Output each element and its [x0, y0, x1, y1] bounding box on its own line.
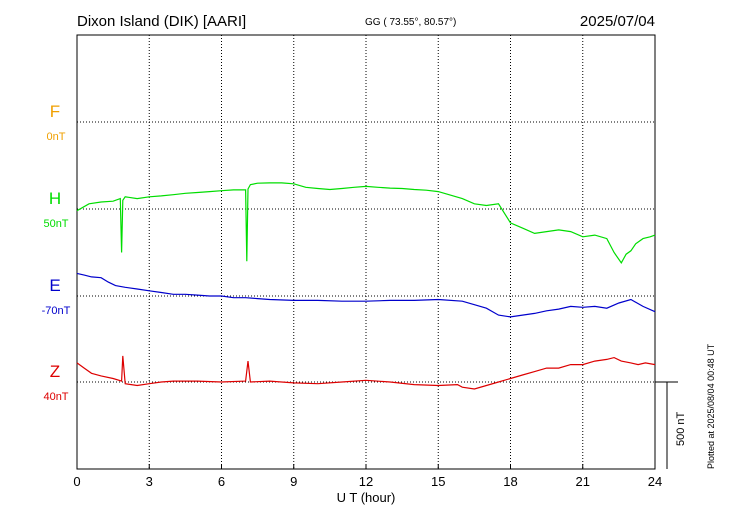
channel-label-E: E [49, 276, 60, 295]
x-axis-label: U T (hour) [337, 490, 396, 505]
channel-label-H: H [49, 189, 61, 208]
x-tick-label: 24 [648, 474, 662, 489]
grid [77, 35, 655, 469]
x-tick-label: 12 [359, 474, 373, 489]
channel-labels: F 0nT H 50nT E -70nT Z 40nT [42, 102, 71, 403]
series-line-H [76, 182, 656, 265]
scale-bar: 500 nT [655, 381, 687, 469]
station-title: Dixon Island (DIK) [AARI] [77, 13, 246, 30]
x-tick-label: 3 [146, 474, 153, 489]
x-tick-label: 0 [73, 474, 80, 489]
x-tick-label: 21 [576, 474, 590, 489]
channel-offset-E: -70nT [42, 305, 71, 317]
x-tick-label: 6 [218, 474, 225, 489]
series-line-E [76, 272, 656, 318]
channel-offset-F: 0nT [47, 131, 66, 143]
channel-offset-H: 50nT [43, 218, 68, 230]
x-axis-ticks: 0 3 6 9 12 15 18 21 24 [73, 464, 662, 489]
station-coords: GG ( 73.55°, 80.57°) [365, 17, 456, 28]
x-tick-label: 18 [503, 474, 517, 489]
series-layer [76, 182, 656, 390]
channel-label-F: F [50, 102, 60, 121]
x-tick-label: 9 [290, 474, 297, 489]
plot-date: 2025/07/04 [580, 13, 655, 30]
scale-bar-label: 500 nT [675, 411, 687, 446]
channel-label-Z: Z [50, 362, 60, 381]
channel-offset-Z: 40nT [43, 391, 68, 403]
plotted-at-note: Plotted at 2025/08/04 00:48 UT [706, 343, 716, 469]
series-line-Z [76, 355, 656, 390]
x-tick-label: 15 [431, 474, 445, 489]
plot-area: 0 3 6 9 12 15 18 21 24 [73, 34, 662, 489]
